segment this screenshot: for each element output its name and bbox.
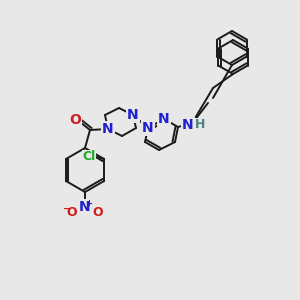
Text: N: N	[158, 112, 170, 126]
Text: H: H	[195, 118, 205, 131]
Text: N: N	[102, 122, 114, 136]
Text: O: O	[93, 206, 103, 220]
Text: O: O	[67, 206, 77, 220]
Text: +: +	[85, 199, 92, 208]
Text: N: N	[127, 108, 139, 122]
Text: Cl: Cl	[82, 151, 96, 164]
Text: −: −	[63, 204, 71, 214]
Text: N: N	[182, 118, 194, 132]
Text: N: N	[79, 200, 91, 214]
Text: N: N	[142, 121, 154, 135]
Text: O: O	[69, 113, 81, 127]
